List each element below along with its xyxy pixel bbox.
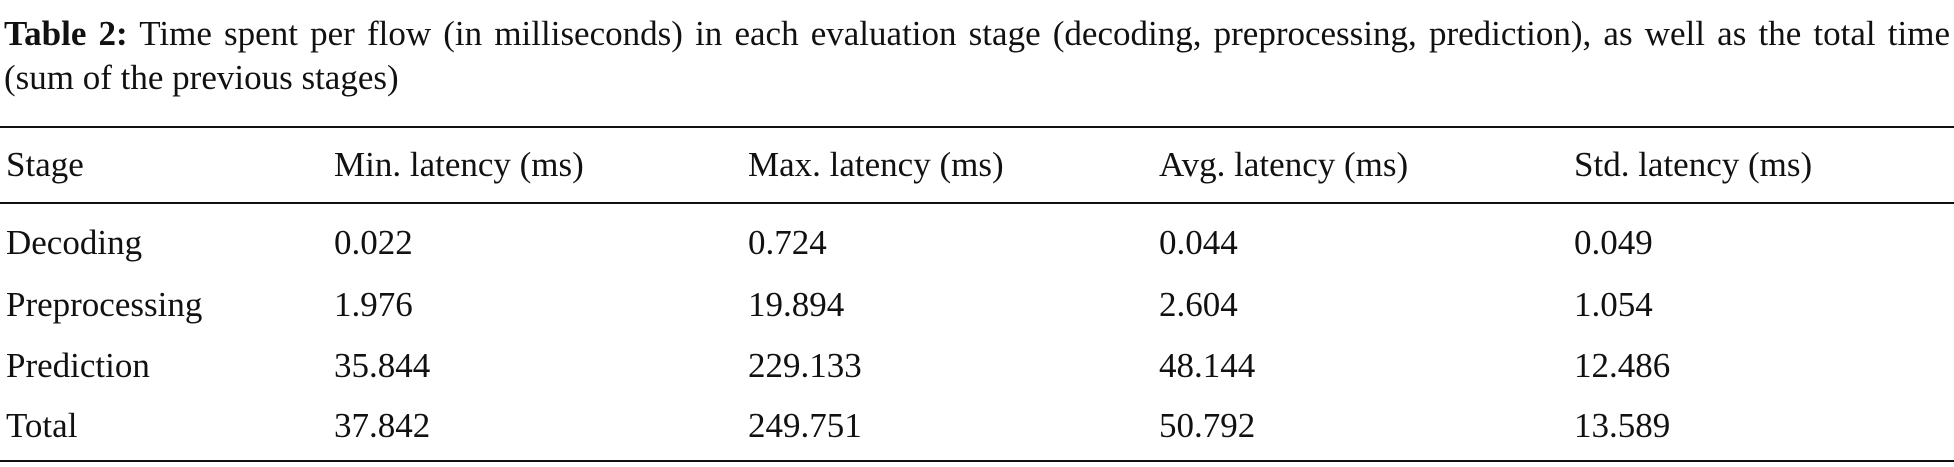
header-cell: Stage — [6, 145, 84, 184]
table-cell: 12.486 — [1574, 346, 1671, 385]
caption-label: Table 2: — [4, 14, 128, 53]
table-cell: 35.844 — [334, 346, 431, 385]
row-label: Total — [6, 406, 78, 445]
row-label: Prediction — [6, 346, 150, 385]
caption-text: Time spent per flow (in milliseconds) in… — [4, 14, 1950, 97]
row-label: Decoding — [6, 223, 143, 262]
top-rule — [0, 126, 1954, 128]
header-cell: Std. latency (ms) — [1574, 145, 1813, 184]
table-cell: 229.133 — [748, 346, 862, 385]
header-cell: Avg. latency (ms) — [1159, 145, 1409, 184]
header-cell: Max. latency (ms) — [748, 145, 1004, 184]
header-rule — [0, 202, 1954, 204]
table-cell: 0.724 — [748, 223, 827, 262]
table-cell: 2.604 — [1159, 285, 1238, 324]
table-cell: 37.842 — [334, 406, 431, 445]
table-cell: 50.792 — [1159, 406, 1256, 445]
table-cell: 0.049 — [1574, 223, 1653, 262]
header-cell: Min. latency (ms) — [334, 145, 584, 184]
row-label: Preprocessing — [6, 285, 203, 324]
table-caption: Table 2: Time spent per flow (in millise… — [4, 12, 1950, 100]
table-cell: 0.044 — [1159, 223, 1238, 262]
table-cell: 0.022 — [334, 223, 413, 262]
table-cell: 13.589 — [1574, 406, 1671, 445]
table-cell: 1.054 — [1574, 285, 1653, 324]
table-cell: 19.894 — [748, 285, 845, 324]
table-cell: 48.144 — [1159, 346, 1256, 385]
table-cell: 1.976 — [334, 285, 413, 324]
bottom-rule — [0, 460, 1954, 462]
table-cell: 249.751 — [748, 406, 862, 445]
